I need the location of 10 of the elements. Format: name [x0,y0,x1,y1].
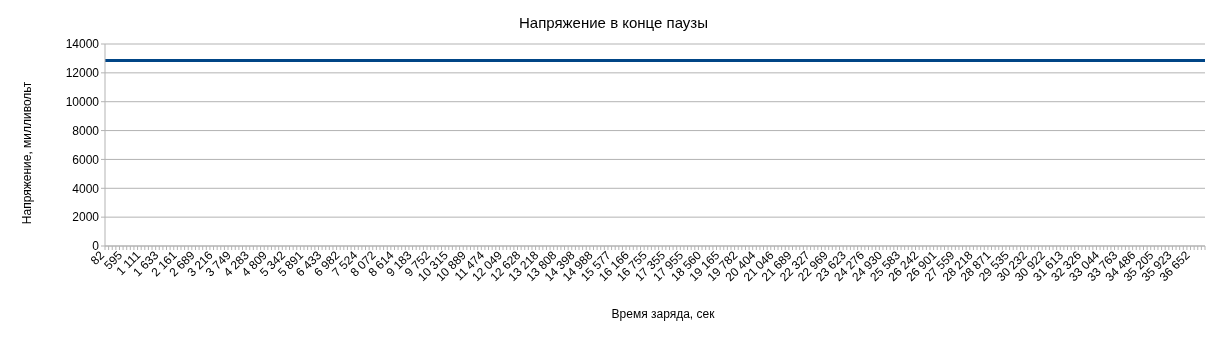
y-tick-label: 12000 [65,66,100,81]
y-tick-label: 6000 [72,152,100,167]
y-tick-label: 10000 [65,94,100,109]
chart-title: Напряжение в конце паузы [518,14,709,31]
y-tick-label: 14000 [65,37,100,52]
y-axis-title: Напряжение, милливольт [20,81,34,225]
x-axis-title: Время заряда, сек [610,307,716,321]
y-tick-label: 2000 [72,210,100,225]
y-tick-label: 4000 [72,181,100,196]
y-tick-label: 8000 [72,123,100,138]
